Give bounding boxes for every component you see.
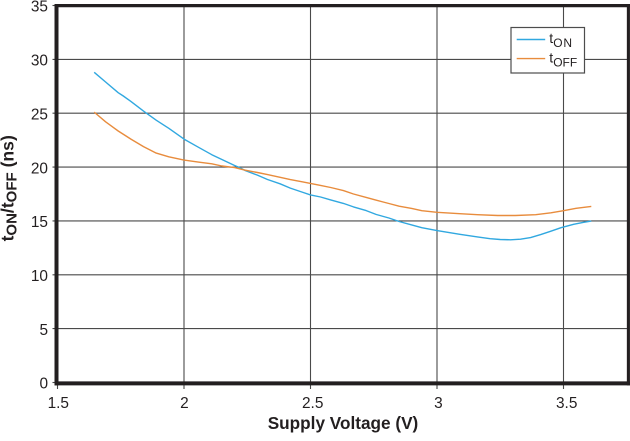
- svg-text:2.5: 2.5: [302, 395, 323, 412]
- svg-text:25: 25: [31, 106, 48, 123]
- svg-text:20: 20: [31, 160, 48, 177]
- svg-text:3: 3: [434, 395, 443, 412]
- svg-text:10: 10: [31, 268, 48, 285]
- svg-text:tON/tOFF (ns): tON/tOFF (ns): [0, 135, 21, 241]
- svg-text:2: 2: [180, 395, 189, 412]
- svg-text:30: 30: [31, 53, 48, 70]
- svg-text:1.5: 1.5: [48, 395, 69, 412]
- svg-text:3.5: 3.5: [556, 395, 577, 412]
- svg-text:Supply Voltage (V): Supply Voltage (V): [268, 413, 419, 433]
- svg-text:5: 5: [39, 322, 48, 339]
- svg-text:15: 15: [31, 214, 48, 231]
- svg-text:35: 35: [31, 0, 48, 16]
- svg-text:0: 0: [39, 376, 48, 393]
